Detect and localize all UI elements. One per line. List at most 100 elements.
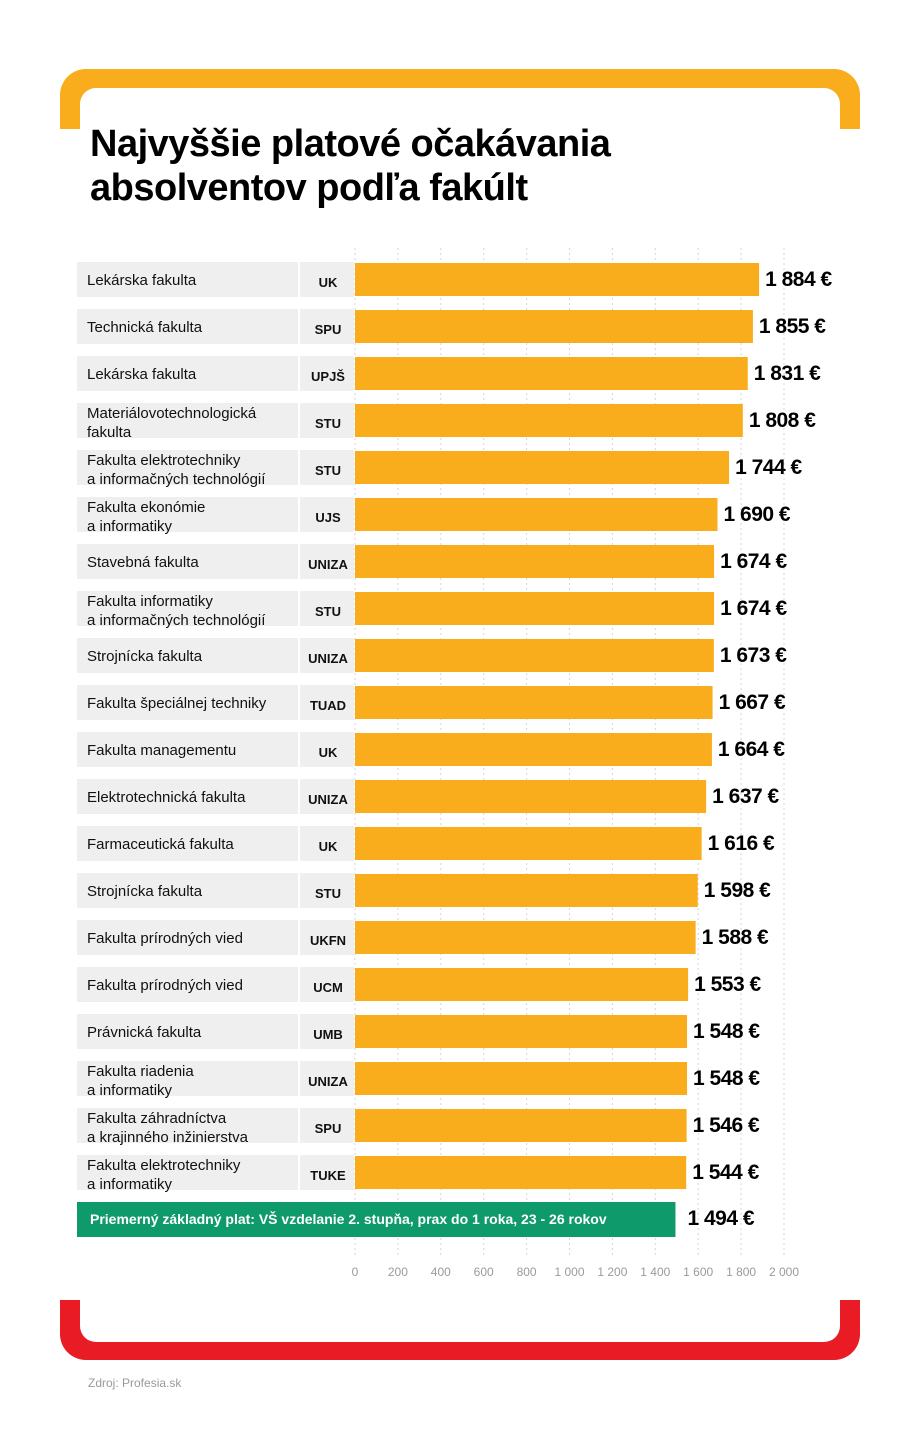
bar	[355, 827, 702, 860]
faculty-label-line2: fakulta	[87, 424, 132, 441]
x-tick-label: 1 200	[597, 1265, 627, 1279]
faculty-label: Technická fakulta	[87, 319, 203, 336]
faculty-label: Strojnícka fakulta	[87, 648, 203, 665]
bar-value-label: 1 616 €	[708, 832, 775, 855]
university-label-bg	[300, 920, 354, 955]
bar-value-label: 1 598 €	[704, 879, 771, 902]
faculty-label-line2: a informačných technológií	[87, 471, 266, 488]
bar-value-label: 1 808 €	[749, 409, 816, 432]
faculty-label-bg	[77, 826, 298, 861]
university-label: STU	[315, 463, 341, 478]
university-label-bg	[300, 826, 354, 861]
university-label-bg	[300, 685, 354, 720]
faculty-label-line1: Fakulta ekonómie	[87, 499, 205, 516]
faculty-label-bg	[77, 732, 298, 767]
bar	[355, 733, 712, 766]
university-label: UNIZA	[308, 557, 348, 572]
frame-bottom-inner	[80, 1282, 840, 1342]
bar	[355, 639, 714, 672]
bar	[355, 357, 748, 390]
x-tick-label: 600	[474, 1265, 494, 1279]
bar-value-label: 1 546 €	[693, 1114, 760, 1137]
faculty-label-bg	[77, 779, 298, 814]
faculty-label-line1: Fakulta riadenia	[87, 1063, 194, 1080]
bar-value-label: 1 588 €	[702, 926, 769, 949]
bar	[355, 1109, 687, 1142]
chart-title-line1: Najvyššie platové očakávania	[90, 123, 611, 165]
university-label-bg	[300, 873, 354, 908]
faculty-label-bg	[77, 497, 298, 532]
university-label-bg	[300, 1061, 354, 1096]
average-label: Priemerný základný plat: VŠ vzdelanie 2.…	[90, 1210, 607, 1227]
faculty-label-line1: Fakulta záhradníctva	[87, 1110, 227, 1127]
university-label: SPU	[315, 322, 342, 337]
faculty-label-bg	[77, 591, 298, 626]
bar-value-label: 1 690 €	[724, 503, 791, 526]
x-tick-label: 1 800	[726, 1265, 756, 1279]
bar	[355, 545, 715, 578]
x-tick-label: 400	[431, 1265, 451, 1279]
faculty-label-line1: Fakulta elektrotechniky	[87, 1157, 241, 1174]
university-label-bg	[300, 638, 354, 673]
faculty-label: Právnická fakulta	[87, 1024, 202, 1041]
university-label-bg	[300, 1155, 354, 1190]
faculty-label-bg	[77, 262, 298, 297]
bar-value-label: 1 548 €	[693, 1020, 760, 1043]
faculty-label-bg	[77, 873, 298, 908]
university-label: UMB	[313, 1027, 343, 1042]
university-label: UPJŠ	[311, 369, 345, 384]
bar-value-label: 1 544 €	[692, 1161, 759, 1184]
university-label: UK	[319, 839, 338, 854]
university-label-bg	[300, 779, 354, 814]
x-tick-label: 0	[352, 1265, 359, 1279]
bar-value-label: 1 855 €	[759, 315, 826, 338]
bar	[355, 263, 760, 296]
average-bar	[77, 1202, 676, 1237]
faculty-label-line2: a krajinného inžinierstva	[87, 1129, 249, 1146]
faculty-label-bg	[77, 685, 298, 720]
university-label: STU	[315, 604, 341, 619]
university-label: TUAD	[310, 698, 346, 713]
bar	[355, 1015, 688, 1048]
university-label-bg	[300, 262, 354, 297]
faculty-label-bg	[77, 1061, 298, 1096]
faculty-label: Strojnícka fakulta	[87, 883, 203, 900]
x-tick-label: 1 000	[554, 1265, 584, 1279]
faculty-label-bg	[77, 403, 298, 438]
faculty-label-bg	[77, 1014, 298, 1049]
faculty-label-bg	[77, 967, 298, 1002]
bar-value-label: 1 548 €	[693, 1067, 760, 1090]
faculty-label-line2: a informatiky	[87, 1176, 173, 1193]
university-label: UNIZA	[308, 651, 348, 666]
bar	[355, 1156, 687, 1189]
university-label-bg	[300, 1014, 354, 1049]
x-tick-label: 1 400	[640, 1265, 670, 1279]
bar-value-label: 1 667 €	[719, 691, 786, 714]
faculty-label: Farmaceutická fakulta	[87, 836, 234, 853]
university-label: UNIZA	[308, 792, 348, 807]
faculty-label-line2: a informačných technológií	[87, 612, 266, 629]
bar-value-label: 1 673 €	[720, 644, 787, 667]
bar-value-label: 1 884 €	[765, 268, 832, 291]
faculty-label: Elektrotechnická fakulta	[87, 789, 246, 806]
frame-top-inner	[80, 88, 840, 148]
university-label: STU	[315, 416, 341, 431]
university-label: UJS	[315, 510, 341, 525]
faculty-label-line2: a informatiky	[87, 518, 173, 535]
source-note: Zdroj: Profesia.sk	[88, 1376, 182, 1390]
bar	[355, 592, 715, 625]
faculty-label-bg	[77, 638, 298, 673]
average-value-label: 1 494 €	[687, 1207, 754, 1230]
bar-value-label: 1 637 €	[712, 785, 779, 808]
university-label-bg	[300, 450, 354, 485]
bar	[355, 1062, 688, 1095]
faculty-label-bg	[77, 544, 298, 579]
faculty-label: Fakulta špeciálnej techniky	[87, 695, 267, 712]
faculty-label: Lekárska fakulta	[87, 366, 197, 383]
university-label: SPU	[315, 1121, 342, 1136]
bar-value-label: 1 674 €	[720, 550, 787, 573]
bar-value-label: 1 674 €	[720, 597, 787, 620]
bar	[355, 498, 718, 531]
bar	[355, 968, 689, 1001]
x-tick-label: 1 600	[683, 1265, 713, 1279]
